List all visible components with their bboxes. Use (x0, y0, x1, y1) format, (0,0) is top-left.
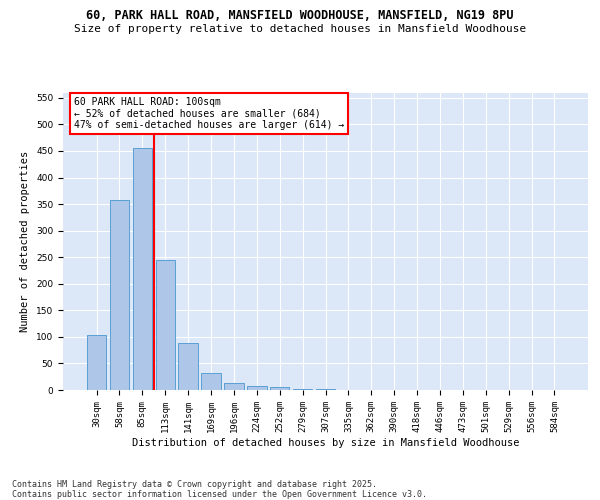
Text: 60 PARK HALL ROAD: 100sqm
← 52% of detached houses are smaller (684)
47% of semi: 60 PARK HALL ROAD: 100sqm ← 52% of detac… (74, 97, 344, 130)
X-axis label: Distribution of detached houses by size in Mansfield Woodhouse: Distribution of detached houses by size … (132, 438, 519, 448)
Text: 60, PARK HALL ROAD, MANSFIELD WOODHOUSE, MANSFIELD, NG19 8PU: 60, PARK HALL ROAD, MANSFIELD WOODHOUSE,… (86, 9, 514, 22)
Bar (224, 383, 244, 390)
Bar (110, 200, 129, 390)
Bar (87, 336, 106, 390)
Bar (155, 260, 175, 390)
Bar (247, 386, 266, 390)
Bar (202, 373, 221, 390)
Y-axis label: Number of detached properties: Number of detached properties (20, 150, 31, 332)
Text: Size of property relative to detached houses in Mansfield Woodhouse: Size of property relative to detached ho… (74, 24, 526, 34)
Bar (270, 388, 289, 390)
Bar (133, 148, 152, 390)
Bar (293, 389, 313, 390)
Text: Contains HM Land Registry data © Crown copyright and database right 2025.
Contai: Contains HM Land Registry data © Crown c… (12, 480, 427, 499)
Bar (178, 343, 198, 390)
